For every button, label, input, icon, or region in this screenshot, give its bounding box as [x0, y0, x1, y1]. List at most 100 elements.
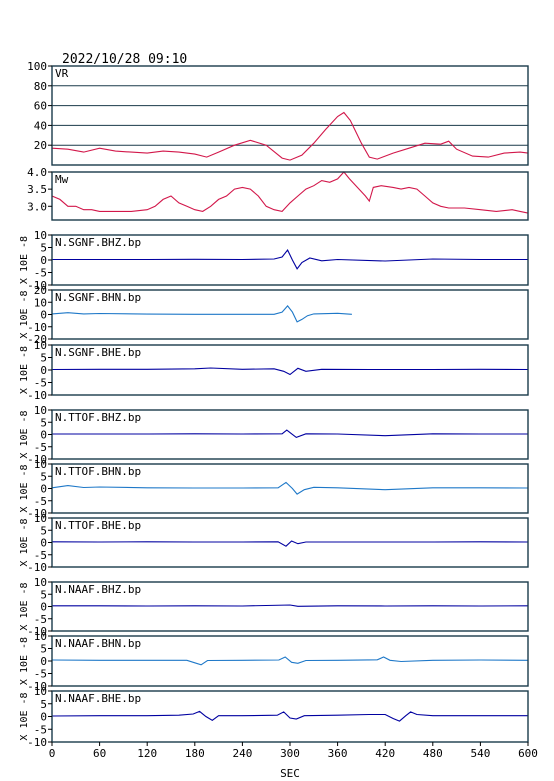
- y-tick-label: -5: [34, 549, 47, 562]
- x-tick-label: 540: [470, 747, 490, 760]
- y-tick-label: -5: [34, 441, 47, 454]
- panel-label: Mw: [55, 173, 69, 186]
- y-tick-label: 5: [40, 643, 47, 656]
- y-tick-label: 0: [40, 537, 47, 550]
- panel-label: N.SGNF.BHN.bp: [55, 291, 141, 304]
- y-tick-label: -10: [27, 389, 47, 402]
- y-units-label: X 10E -8: [19, 464, 30, 512]
- series-line: [51, 540, 529, 547]
- x-tick-label: 60: [93, 747, 106, 760]
- y-tick-label: -10: [27, 736, 47, 749]
- y-tick-label: -5: [34, 668, 47, 681]
- y-tick-label: 0: [40, 429, 47, 442]
- panel-frame: [51, 65, 529, 166]
- x-tick-label: 300: [280, 747, 300, 760]
- panel-vr: VR 20 40 60 80 100: [27, 60, 529, 166]
- panel-label: N.TTOF.BHE.bp: [55, 519, 141, 532]
- y-tick-label: 0: [40, 711, 47, 724]
- x-tick-label: 0: [49, 747, 56, 760]
- y-tick-label: -10: [27, 279, 47, 292]
- panel-mw: Mw 3.0 3.5 4.0: [27, 166, 529, 221]
- panel-frame: [51, 171, 529, 221]
- y-units-label: X 10E -8: [19, 346, 30, 394]
- series-line: [51, 710, 528, 722]
- y-tick-label: 60: [34, 100, 47, 113]
- x-tick-label: 120: [137, 747, 157, 760]
- y-units-label: X 10E -8: [19, 410, 30, 458]
- panel-label: N.TTOF.BHN.bp: [55, 465, 141, 478]
- y-tick-label: 0: [40, 601, 47, 614]
- y-units-label: X 10E -8: [19, 236, 30, 284]
- x-tick-label: 420: [375, 747, 395, 760]
- panel-label: N.SGNF.BHE.bp: [55, 346, 141, 359]
- y-tick-label: -5: [34, 495, 47, 508]
- y-tick-label: -10: [27, 680, 47, 693]
- series-line: [52, 429, 528, 439]
- chart-title: 2022/10/28 09:10: [62, 52, 187, 67]
- y-tick-label: 80: [34, 80, 47, 93]
- y-tick-label: -20: [27, 333, 47, 346]
- y-tick-label: 10: [34, 229, 47, 242]
- y-tick-label: 5: [40, 242, 47, 255]
- y-units-label: X 10E -8: [19, 692, 30, 740]
- y-tick-label: 5: [40, 524, 47, 537]
- series-line: [51, 305, 352, 323]
- y-tick-label: 4.0: [27, 166, 47, 179]
- y-tick-label: -5: [34, 613, 47, 626]
- y-tick-label: -10: [27, 561, 47, 574]
- series-line: [51, 656, 529, 666]
- y-tick-label: 0: [40, 364, 47, 377]
- y-tick-label: 10: [34, 339, 47, 352]
- x-tick-label: 180: [185, 747, 205, 760]
- y-units-label: X 10E -8: [19, 582, 30, 630]
- y-units-label: X 10E -8: [19, 637, 30, 685]
- y-tick-label: 5: [40, 416, 47, 429]
- y-tick-label: -10: [27, 625, 47, 638]
- panel-label: VR: [55, 67, 69, 80]
- y-tick-label: 10: [34, 576, 47, 589]
- series-line: [52, 604, 529, 607]
- y-units-label: X 10E -8: [19, 290, 30, 338]
- y-tick-label: -5: [34, 267, 47, 280]
- y-tick-label: 20: [34, 139, 47, 152]
- y-tick-label: 5: [40, 588, 47, 601]
- series-line: [51, 171, 529, 214]
- panel-label: N.NAAF.BHZ.bp: [55, 583, 141, 596]
- y-tick-label: 5: [40, 698, 47, 711]
- x-tick-label: 480: [423, 747, 443, 760]
- panel-label: N.TTOF.BHZ.bp: [55, 411, 141, 424]
- x-tick-label: 240: [232, 747, 252, 760]
- y-tick-label: -5: [34, 723, 47, 736]
- y-units-label: X 10E -8: [19, 518, 30, 566]
- y-tick-label: 10: [34, 458, 47, 471]
- y-tick-label: -5: [34, 377, 47, 390]
- x-tick-label: 600: [518, 747, 538, 760]
- y-tick-label: 3.0: [27, 200, 47, 213]
- panel-label: N.NAAF.BHN.bp: [55, 637, 141, 650]
- panel-label: N.NAAF.BHE.bp: [55, 692, 141, 705]
- x-axis-label: SEC: [280, 767, 300, 780]
- y-tick-label: 10: [34, 404, 47, 417]
- y-tick-label: 0: [40, 309, 47, 322]
- y-tick-label: 3.5: [27, 183, 47, 196]
- y-tick-label: 0: [40, 655, 47, 668]
- y-tick-label: 20: [34, 284, 47, 297]
- y-tick-label: -10: [27, 321, 47, 334]
- y-tick-label: 5: [40, 470, 47, 483]
- x-tick-label: 360: [328, 747, 348, 760]
- y-tick-label: 10: [34, 296, 47, 309]
- y-tick-label: 0: [40, 254, 47, 267]
- series-line: [51, 481, 529, 495]
- y-tick-label: 100: [27, 60, 47, 73]
- series-line: [52, 248, 528, 270]
